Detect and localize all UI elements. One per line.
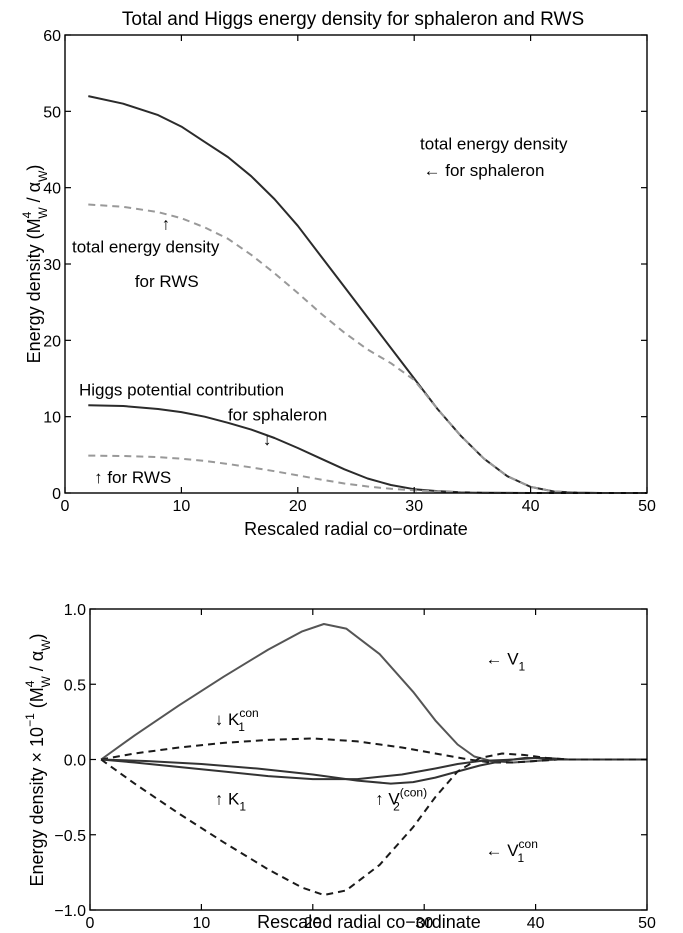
annotation: for sphaleron	[228, 405, 327, 424]
annotation: ↑	[162, 215, 171, 234]
y-tick-label: −0.5	[54, 828, 86, 845]
annotation: ← for sphaleron	[424, 161, 545, 180]
chart-title: Total and Higgs energy density for sphal…	[122, 9, 584, 30]
series-line-1	[88, 203, 647, 494]
annotation: Higgs potential contribution	[79, 380, 284, 399]
annotation: total energy density	[420, 135, 568, 154]
annotation: ← Vcon 1	[485, 837, 537, 865]
bottom-chart-x-label: Rescaled radial co−ordinate	[257, 912, 481, 932]
y-tick-label: 20	[43, 333, 61, 350]
bottom-chart-ticks: 0 10 20 30 40 50 −1.0 −0.5 0.0 0.5 1.0	[54, 602, 656, 932]
x-tick-label: 40	[522, 498, 540, 515]
annotation: for RWS	[135, 272, 199, 291]
series-line-2	[88, 404, 647, 494]
series-line-3	[88, 454, 647, 494]
x-tick-label: 50	[638, 915, 656, 932]
annotation: ↓ Kcon 1	[215, 706, 259, 734]
y-tick-label: 1.0	[64, 602, 86, 619]
top-chart: Total and Higgs energy density for sphal…	[20, 9, 656, 539]
annotation: ↓	[263, 430, 272, 449]
bottom-chart-series	[100, 623, 647, 896]
y-tick-label: 10	[43, 410, 61, 427]
annotation: ↑ for RWS	[94, 468, 171, 487]
bottom-chart: ← V1 ↓ Kcon 1 ↑ K1 ↑ V(con) 2 ← Vcon 1 0 10 20 30 4…	[23, 602, 656, 932]
top-chart-y-label: Energy density (M4 W / αW)	[20, 165, 50, 364]
top-chart-x-label: Rescaled radial co−ordinate	[244, 519, 468, 539]
top-chart-annotations: total energy density ← for sphaleron ↑ tota…	[72, 135, 568, 488]
x-tick-label: 20	[289, 498, 307, 515]
x-tick-label: 40	[527, 915, 545, 932]
y-tick-label: −1.0	[54, 903, 86, 920]
annotation: ← V1	[485, 650, 525, 674]
series-line-v2con	[101, 757, 647, 785]
series-line-0	[88, 95, 647, 494]
series-line-v1	[100, 623, 647, 764]
y-tick-label: 30	[43, 257, 61, 274]
bottom-chart-frame	[89, 608, 648, 911]
series-line-v1con	[100, 752, 647, 896]
annotation: ↑ V(con) 2	[375, 786, 427, 814]
x-tick-label: 50	[638, 498, 656, 515]
annotation: ↑ K1	[215, 790, 247, 814]
y-tick-label: 50	[43, 104, 61, 121]
y-tick-label: 0	[52, 486, 61, 503]
y-tick-label: 0.0	[64, 753, 86, 770]
top-chart-frame	[64, 34, 648, 494]
bottom-chart-y-label: Energy density × 10−1 (M4 W / αW)	[23, 633, 53, 886]
x-tick-label: 10	[173, 498, 191, 515]
top-chart-series	[88, 95, 647, 494]
bottom-chart-annotations: ← V1 ↓ Kcon 1 ↑ K1 ↑ V(con) 2 ← Vcon 1	[215, 650, 538, 865]
x-tick-label: 0	[86, 915, 95, 932]
y-tick-label: 0.5	[64, 677, 86, 694]
x-tick-label: 20	[304, 915, 322, 932]
x-tick-label: 30	[405, 498, 423, 515]
x-tick-label: 10	[193, 915, 211, 932]
annotation: total energy density	[72, 238, 220, 257]
x-tick-label: 30	[415, 915, 433, 932]
y-tick-label: 40	[43, 181, 61, 198]
y-tick-label: 60	[43, 28, 61, 45]
x-tick-label: 0	[61, 498, 70, 515]
series-line-k1	[101, 757, 647, 781]
series-line-k1con	[100, 737, 647, 764]
